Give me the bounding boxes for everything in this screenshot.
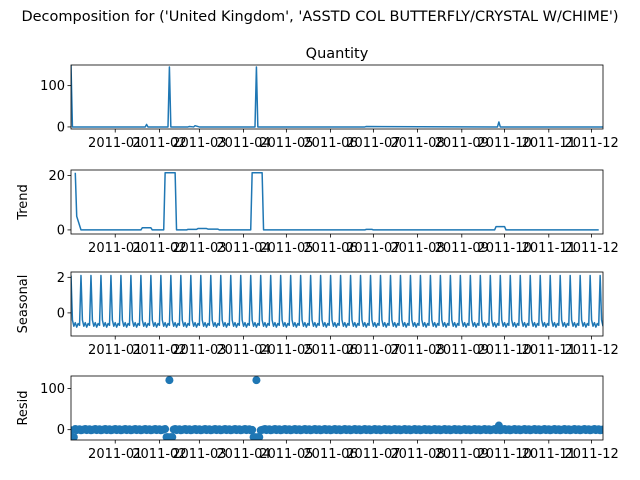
x-tick-label: 2011-05 xyxy=(259,241,313,256)
x-tick-label: 2011-09 xyxy=(435,343,489,358)
y-tick-label: 0 xyxy=(57,306,65,321)
series-line xyxy=(74,171,599,231)
x-tick-label: 2011-11 xyxy=(522,241,576,256)
plot-area xyxy=(71,376,603,440)
x-tick-label: 2011-10 xyxy=(477,447,531,462)
y-tick-label: 20 xyxy=(48,169,65,184)
x-tick-label: 2011-08 xyxy=(390,447,444,462)
x-tick-label: 2011-12 xyxy=(564,241,618,256)
plot-area xyxy=(71,65,603,128)
axes-frame xyxy=(70,375,604,441)
x-tick-label: 2011-05 xyxy=(259,343,313,358)
x-tick-label: 2011-01 xyxy=(88,343,142,358)
x-tick-label: 2011-06 xyxy=(303,241,357,256)
resid-point xyxy=(255,433,264,440)
y-tick-label: 0 xyxy=(57,120,65,135)
x-tick-label: 2011-02 xyxy=(132,447,186,462)
plot-area xyxy=(71,274,603,328)
plot-area xyxy=(74,171,599,231)
panels-group: 01002011-012011-022011-032011-042011-052… xyxy=(16,46,619,462)
y-tick-label: 0 xyxy=(57,423,65,438)
resid-point xyxy=(168,433,177,440)
panel-2: 0202011-012011-022011-032011-042011-0520… xyxy=(16,169,619,256)
x-tick-label: 2011-06 xyxy=(303,136,357,151)
x-tick-label: 2011-07 xyxy=(346,447,400,462)
x-tick-label: 2011-07 xyxy=(346,343,400,358)
x-tick-label: 2011-03 xyxy=(172,447,226,462)
y-axis-label: Resid xyxy=(16,390,31,425)
x-tick-label: 2011-10 xyxy=(477,241,531,256)
resid-point xyxy=(248,425,257,434)
seasonal-line xyxy=(71,274,603,328)
x-tick-label: 2011-10 xyxy=(477,136,531,151)
y-tick-label: 100 xyxy=(40,382,65,397)
y-tick-label: 2 xyxy=(57,271,65,286)
x-tick-label: 2011-10 xyxy=(477,343,531,358)
x-tick-label: 2011-07 xyxy=(346,241,400,256)
x-tick-label: 2011-12 xyxy=(564,136,618,151)
x-tick-label: 2011-09 xyxy=(435,447,489,462)
x-tick-label: 2011-03 xyxy=(172,136,226,151)
resid-point xyxy=(252,376,261,385)
x-tick-label: 2011-08 xyxy=(390,343,444,358)
series-line xyxy=(71,65,603,128)
x-tick-label: 2011-01 xyxy=(88,136,142,151)
x-tick-label: 2011-03 xyxy=(172,241,226,256)
y-axis-label: Seasonal xyxy=(16,275,31,334)
resid-point xyxy=(71,433,78,440)
x-tick-label: 2011-04 xyxy=(216,136,270,151)
resid-point xyxy=(599,425,603,434)
x-tick-label: 2011-06 xyxy=(303,447,357,462)
axes-frame xyxy=(70,271,604,337)
resid-point xyxy=(165,376,174,385)
axes-frame xyxy=(70,64,604,130)
panel-4: 01002011-012011-022011-032011-042011-052… xyxy=(16,375,619,462)
x-tick-label: 2011-06 xyxy=(303,343,357,358)
axes-frame xyxy=(70,169,604,235)
panel-title: Quantity xyxy=(306,46,369,62)
x-tick-label: 2011-11 xyxy=(522,447,576,462)
x-tick-label: 2011-02 xyxy=(132,136,186,151)
panel-1: 01002011-012011-022011-032011-042011-052… xyxy=(40,46,619,151)
x-tick-label: 2011-11 xyxy=(522,343,576,358)
y-tick-label: 100 xyxy=(40,79,65,94)
x-tick-label: 2011-09 xyxy=(435,136,489,151)
x-tick-label: 2011-02 xyxy=(132,343,186,358)
x-tick-label: 2011-07 xyxy=(346,136,400,151)
x-tick-label: 2011-12 xyxy=(564,343,618,358)
x-tick-label: 2011-04 xyxy=(216,241,270,256)
x-tick-label: 2011-11 xyxy=(522,136,576,151)
x-tick-label: 2011-04 xyxy=(216,343,270,358)
x-tick-label: 2011-08 xyxy=(390,136,444,151)
x-tick-label: 2011-01 xyxy=(88,241,142,256)
x-tick-label: 2011-05 xyxy=(259,136,313,151)
x-tick-label: 2011-05 xyxy=(259,447,313,462)
x-tick-label: 2011-02 xyxy=(132,241,186,256)
x-tick-label: 2011-04 xyxy=(216,447,270,462)
x-tick-label: 2011-03 xyxy=(172,343,226,358)
x-tick-label: 2011-12 xyxy=(564,447,618,462)
figure-suptitle: Decomposition for ('United Kingdom', 'AS… xyxy=(21,9,618,25)
x-tick-label: 2011-08 xyxy=(390,241,444,256)
x-tick-label: 2011-01 xyxy=(88,447,142,462)
y-tick-label: 0 xyxy=(57,223,65,238)
y-axis-label: Trend xyxy=(16,184,31,221)
panel-3: 022011-012011-022011-032011-042011-05201… xyxy=(16,271,619,358)
resid-point xyxy=(161,425,170,434)
x-tick-label: 2011-09 xyxy=(435,241,489,256)
